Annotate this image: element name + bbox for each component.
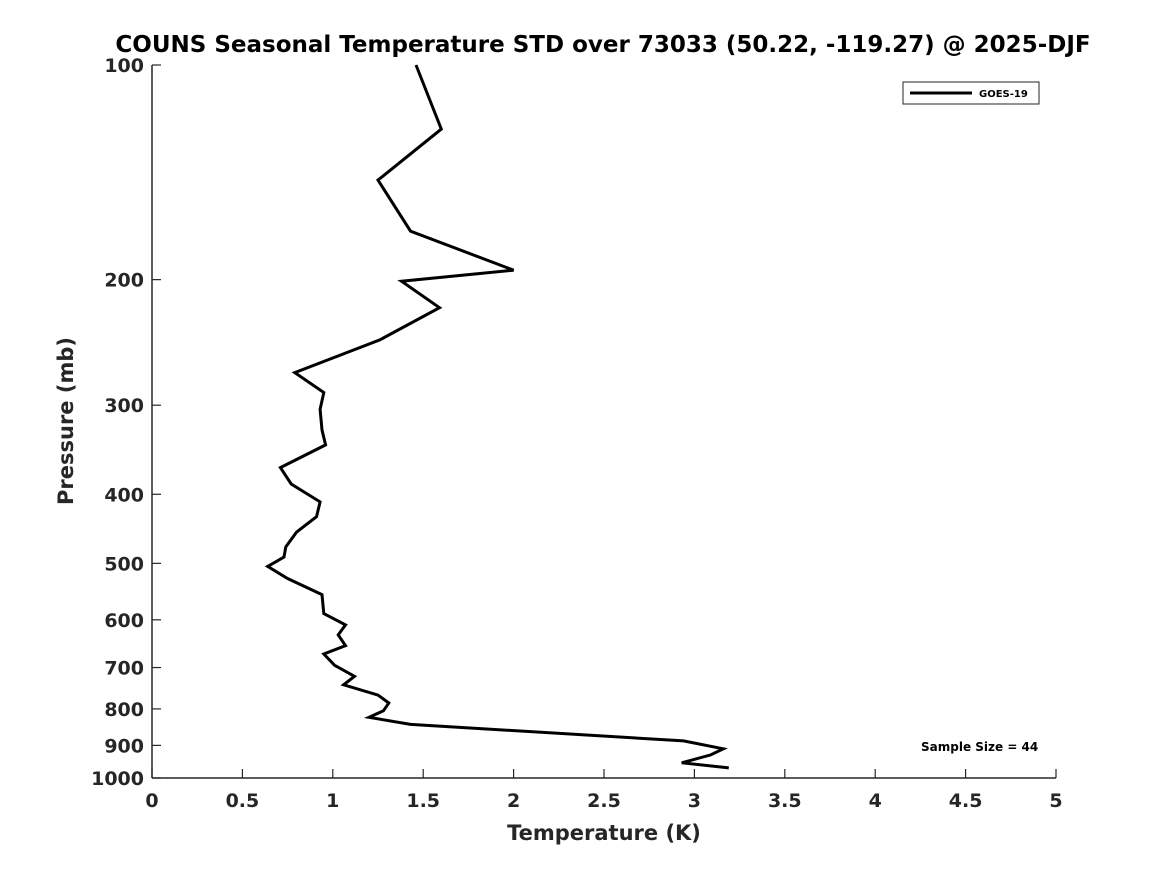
y-axis-ticks: 100 200 300 400 500 600 700 800 900 1000 xyxy=(91,55,161,790)
y-tick-label: 700 xyxy=(104,658,144,680)
chart-title: COUNS Seasonal Temperature STD over 7303… xyxy=(115,32,1090,58)
y-tick-label: 300 xyxy=(104,395,144,417)
x-tick-label: 0.5 xyxy=(226,790,260,812)
legend: GOES-19 xyxy=(902,81,1040,105)
y-tick-label: 800 xyxy=(104,699,144,721)
sample-size-annotation: Sample Size = 44 xyxy=(921,740,1038,754)
x-tick-label: 1.5 xyxy=(406,790,440,812)
x-tick-label: 2 xyxy=(507,790,520,812)
x-tick-label: 4.5 xyxy=(949,790,983,812)
plot-area xyxy=(151,65,1056,779)
y-tick-label: 600 xyxy=(104,610,144,632)
x-axis-label: Temperature (K) xyxy=(507,821,701,845)
x-axis-ticks: 0 0.5 1 1.5 2 2.5 3 3.5 4 4.5 5 xyxy=(145,769,1063,812)
x-tick-label: 2.5 xyxy=(587,790,621,812)
x-tick-label: 0 xyxy=(145,790,158,812)
y-tick-label: 400 xyxy=(104,484,144,506)
y-tick-label: 100 xyxy=(104,55,144,77)
y-axis-label: Pressure (mb) xyxy=(54,337,78,505)
x-tick-label: 3 xyxy=(688,790,701,812)
y-tick-label: 200 xyxy=(104,270,144,292)
x-tick-label: 4 xyxy=(869,790,882,812)
x-tick-label: 3.5 xyxy=(768,790,802,812)
x-tick-label: 1 xyxy=(326,790,339,812)
y-tick-label: 500 xyxy=(104,553,144,575)
y-tick-label: 1000 xyxy=(91,768,144,790)
series-line-goes-19 xyxy=(264,64,729,770)
x-tick-label: 5 xyxy=(1049,790,1062,812)
y-tick-label: 900 xyxy=(104,735,144,757)
legend-label-goes-19: GOES-19 xyxy=(979,89,1028,100)
